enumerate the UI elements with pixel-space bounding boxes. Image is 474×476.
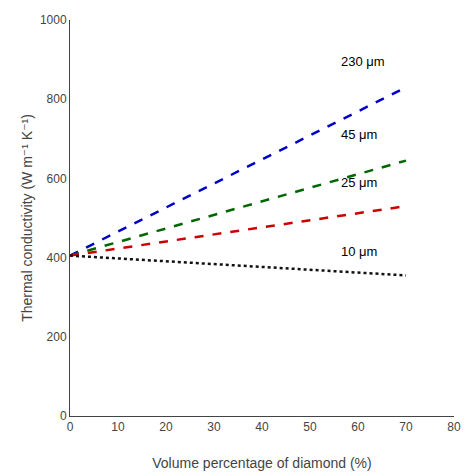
svg-text:Thermal conductivity (W m⁻¹ K⁻: Thermal conductivity (W m⁻¹ K⁻¹) (19, 114, 35, 322)
svg-text:Volume percentage of diamond (: Volume percentage of diamond (%) (152, 455, 371, 471)
svg-text:230 μm: 230 μm (341, 54, 385, 69)
svg-text:400: 400 (47, 251, 67, 265)
svg-text:0: 0 (60, 409, 67, 423)
svg-text:20: 20 (159, 420, 173, 434)
svg-text:45 μm: 45 μm (341, 127, 377, 142)
svg-text:600: 600 (47, 172, 67, 186)
svg-text:1000: 1000 (40, 13, 67, 27)
svg-text:70: 70 (399, 420, 413, 434)
svg-text:50: 50 (303, 420, 317, 434)
svg-text:10 μm: 10 μm (341, 244, 377, 259)
svg-text:40: 40 (255, 420, 269, 434)
svg-text:0: 0 (67, 420, 74, 434)
svg-text:80: 80 (447, 420, 461, 434)
svg-text:200: 200 (47, 330, 67, 344)
svg-text:25 μm: 25 μm (341, 175, 377, 190)
svg-text:800: 800 (47, 92, 67, 106)
svg-text:60: 60 (351, 420, 365, 434)
svg-text:30: 30 (207, 420, 221, 434)
svg-text:10: 10 (111, 420, 125, 434)
